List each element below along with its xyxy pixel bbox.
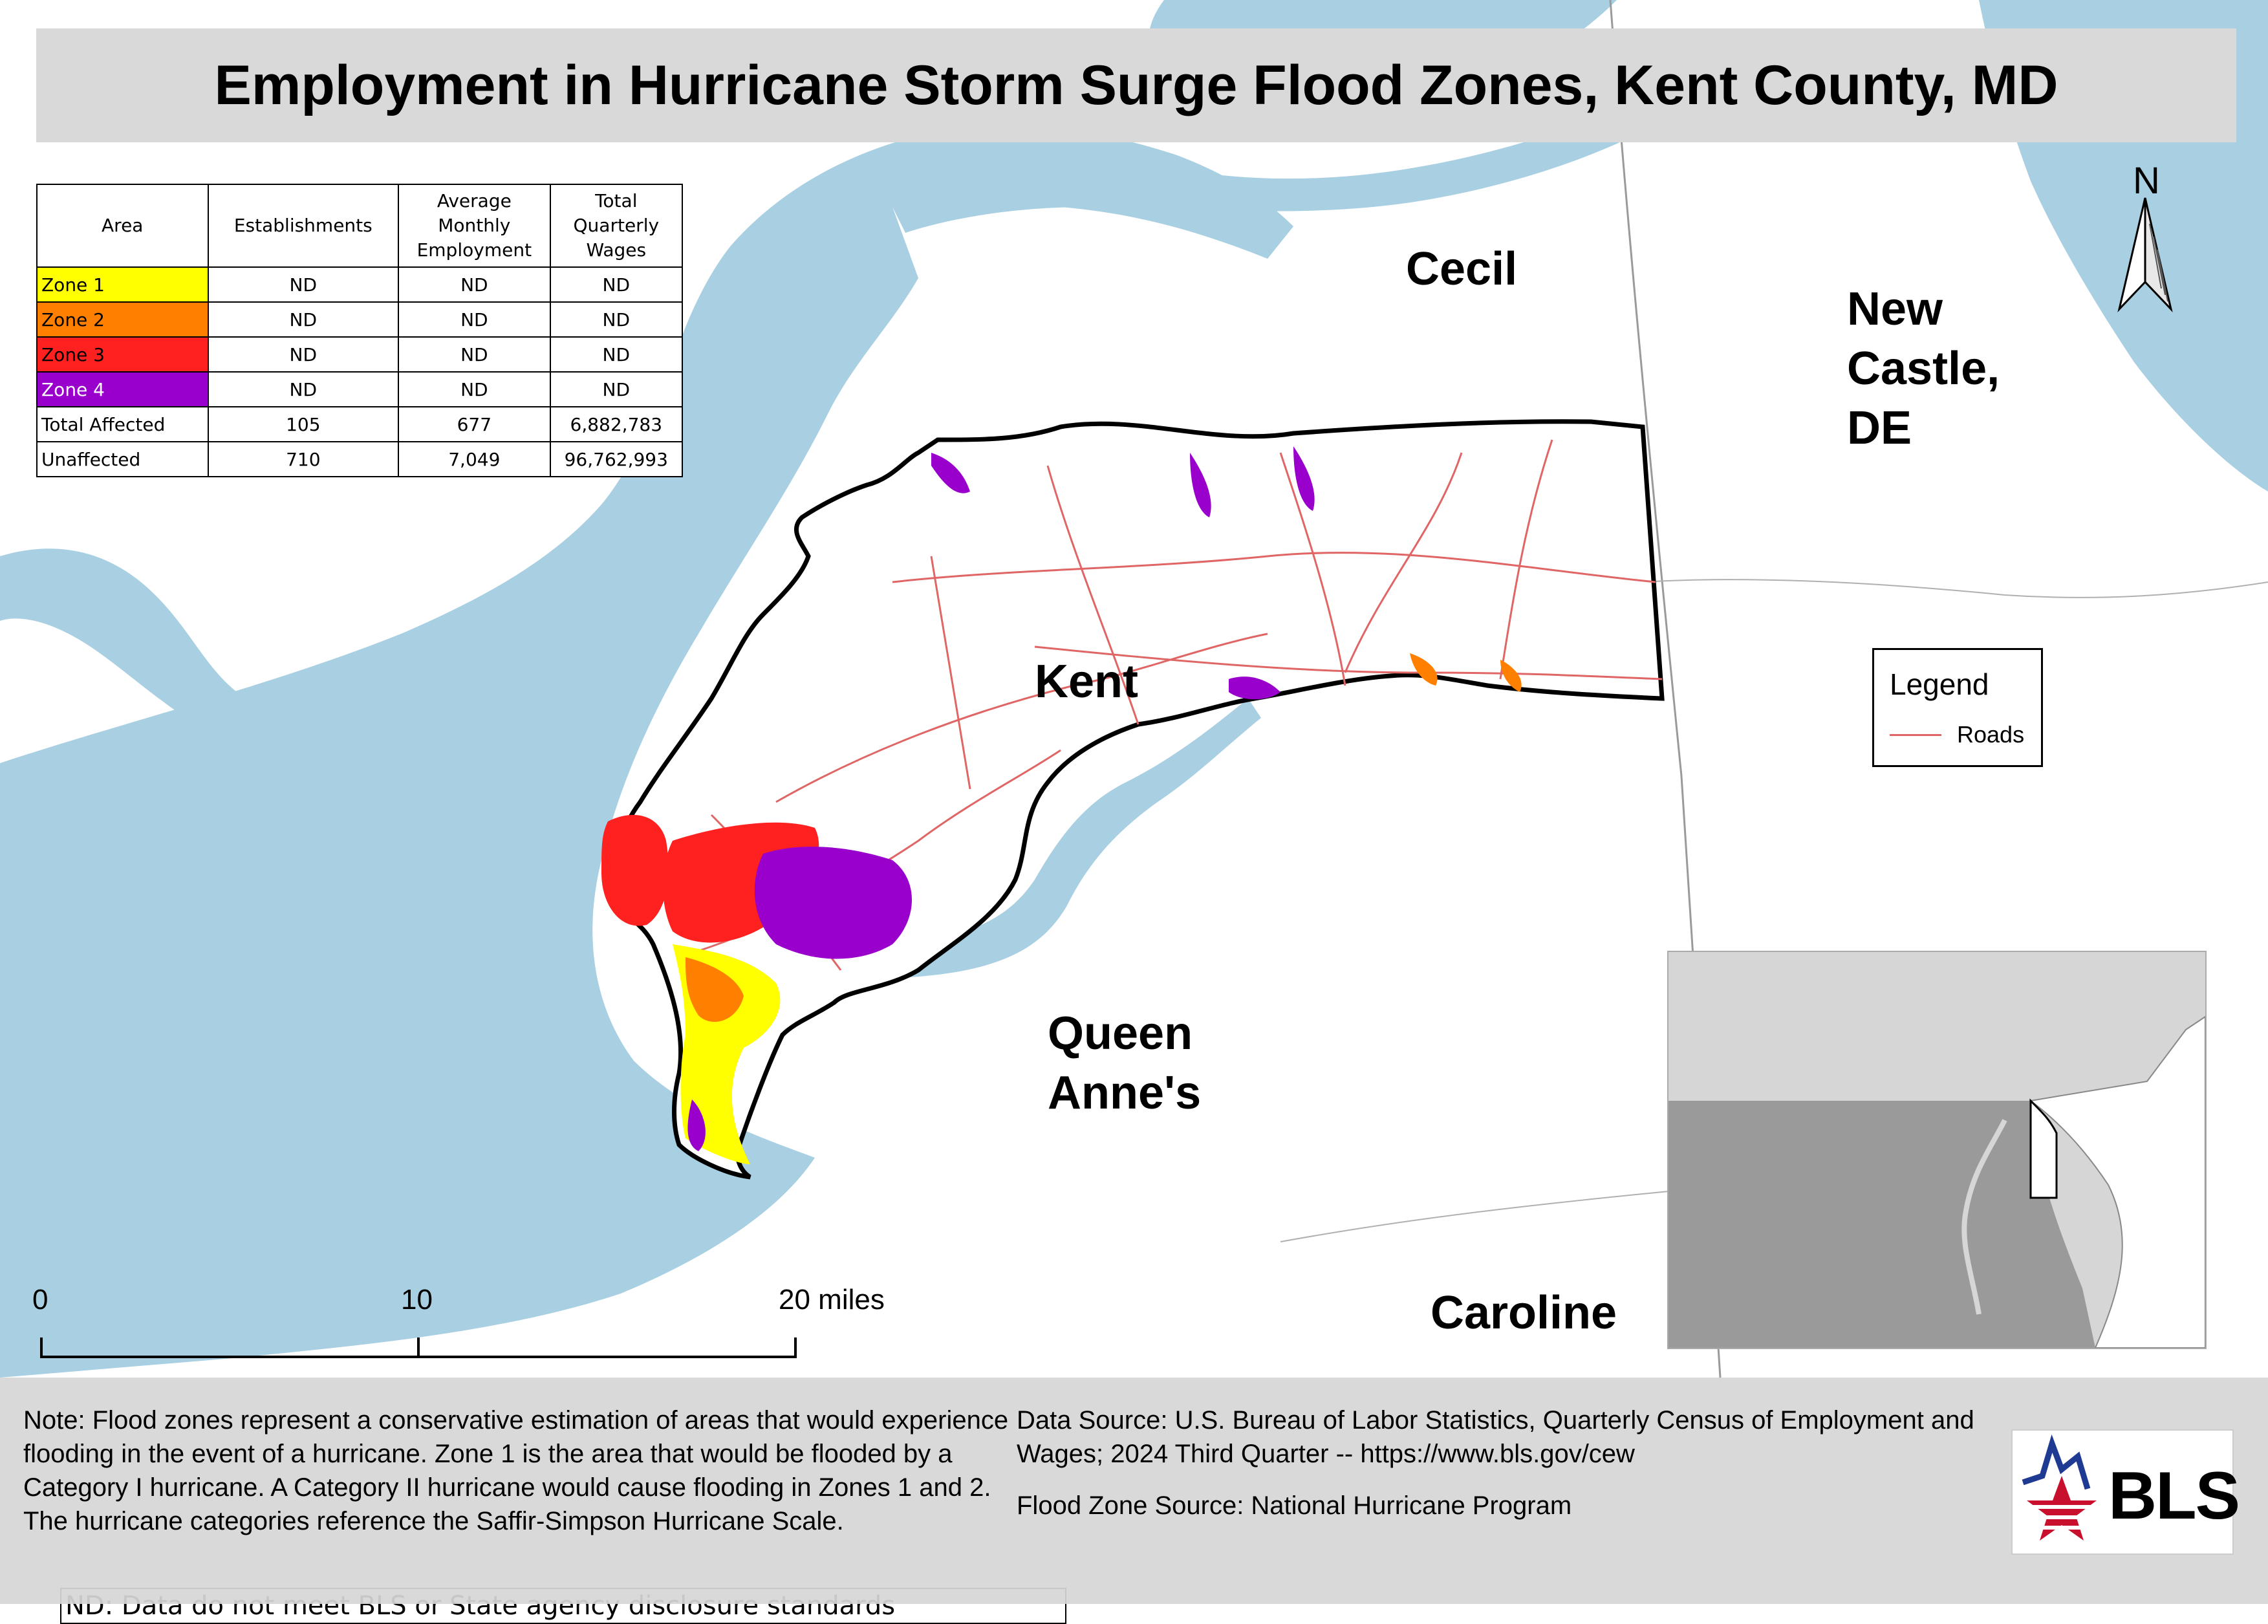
flood-zone-source: Flood Zone Source: National Hurricane Pr…	[1017, 1491, 1572, 1520]
table-cell: ND	[549, 371, 684, 407]
county-label-queen-annes: Queen Anne's	[1048, 1004, 1201, 1123]
legend-title: Legend	[1890, 667, 1989, 701]
north-creek-zones-orange	[1410, 653, 1522, 692]
table-cell: 6,882,783	[549, 406, 684, 442]
table-cell: 105	[207, 406, 400, 442]
north-arrow: N	[2110, 159, 2181, 314]
header-area: Area	[36, 184, 209, 268]
roads	[678, 439, 1663, 971]
county-label-caroline: Caroline	[1431, 1287, 1617, 1339]
inset-map-graphic	[1669, 952, 2206, 1348]
total-affected-label: Total Affected	[36, 406, 209, 442]
header-establishments: Establishments	[207, 184, 400, 268]
left-inlet	[0, 548, 246, 737]
zone-1-label: Zone 1	[36, 266, 209, 303]
table-row-unaffected: Unaffected 710 7,049 96,762,993	[36, 441, 684, 477]
unaffected-label: Unaffected	[36, 441, 209, 477]
footer-sources: Data Source: U.S. Bureau of Labor Statis…	[1017, 1403, 2025, 1522]
scale-label-10: 10	[401, 1284, 433, 1315]
queen-annes-line-2: Anne's	[1048, 1067, 1202, 1120]
table-cell: ND	[207, 371, 400, 407]
table-cell: ND	[207, 336, 400, 373]
table-row-zone-4: Zone 4 ND ND ND	[36, 371, 684, 407]
footer-note: Note: Flood zones represent a conservati…	[23, 1406, 1009, 1535]
table-cell: ND	[398, 336, 551, 373]
north-creek-zones	[931, 446, 1315, 700]
scale-label-0: 0	[32, 1284, 49, 1315]
employment-table: Area Establishments Average Monthly Empl…	[36, 184, 1066, 1624]
data-source: Data Source: U.S. Bureau of Labor Statis…	[1017, 1406, 1974, 1468]
legend-box: Legend Roads	[1872, 648, 2043, 767]
new-castle-line-2: Castle,	[1847, 343, 2000, 395]
table-cell: ND	[398, 371, 551, 407]
table-row-total-affected: Total Affected 105 677 6,882,783	[36, 406, 684, 442]
bls-star-icon	[2022, 1434, 2097, 1541]
table-cell: ND	[549, 336, 684, 373]
table-cell: ND	[549, 266, 684, 303]
bls-logo-text: BLS	[2108, 1458, 2240, 1533]
header-wages: Total Quarterly Wages	[549, 184, 684, 268]
roads-legend-swatch	[1890, 734, 1941, 736]
queen-annes-line-1: Queen	[1048, 1008, 1193, 1059]
table-cell: ND	[207, 301, 400, 338]
scale-bar	[40, 1337, 797, 1358]
header-employment: Average Monthly Employment	[398, 184, 551, 268]
table-cell: ND	[398, 266, 551, 303]
table-cell: 7,049	[398, 441, 551, 477]
table-cell: ND	[549, 301, 684, 338]
flood-zones	[601, 815, 912, 1164]
county-label-cecil: Cecil	[1406, 243, 1518, 295]
new-castle-line-1: New	[1847, 283, 1943, 335]
table-cell: 677	[398, 406, 551, 442]
bls-logo: BLS	[2011, 1429, 2240, 1555]
table-row-zone-1: Zone 1 ND ND ND	[36, 266, 684, 303]
north-arrow-icon	[2117, 197, 2173, 313]
map-title: Employment in Hurricane Storm Surge Floo…	[214, 54, 2058, 116]
footer-panel	[0, 1378, 2268, 1604]
sassafras-river	[892, 91, 1681, 233]
table-cell: ND	[207, 266, 400, 303]
table-row-zone-2: Zone 2 ND ND ND	[36, 301, 684, 338]
table-cell: 96,762,993	[549, 441, 684, 477]
kent-county-outline	[610, 419, 1665, 1180]
title-bar: Employment in Hurricane Storm Surge Floo…	[36, 28, 2236, 142]
table-row-zone-3: Zone 3 ND ND ND	[36, 336, 684, 373]
county-label-kent: Kent	[1035, 656, 1138, 708]
scale-label-20: 20 miles	[779, 1284, 885, 1315]
table-cell: 710	[207, 441, 400, 477]
table-cell: ND	[398, 301, 551, 338]
new-castle-line-3: DE	[1847, 402, 1912, 455]
eastern-bay	[0, 1024, 530, 1319]
zone-3-label: Zone 3	[36, 336, 209, 373]
zone-4-label: Zone 4	[36, 371, 209, 407]
north-arrow-label: N	[2133, 160, 2160, 202]
county-label-new-castle: New Castle, DE	[1847, 279, 2000, 458]
roads-legend-label: Roads	[1957, 721, 2025, 748]
zone-2-label: Zone 2	[36, 301, 209, 338]
locator-inset-map	[1667, 951, 2207, 1349]
table-header-row: Area Establishments Average Monthly Empl…	[36, 184, 684, 268]
